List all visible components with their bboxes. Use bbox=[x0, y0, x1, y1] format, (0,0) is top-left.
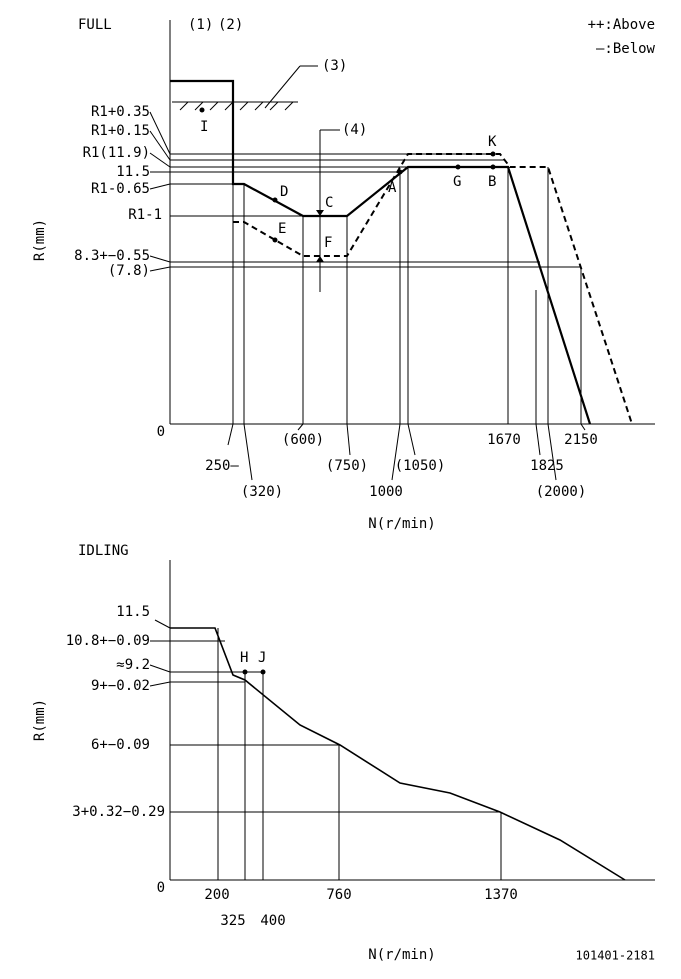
point: F bbox=[324, 235, 332, 251]
ref: (3) bbox=[322, 58, 347, 74]
y-label: 9+−0.02 bbox=[91, 678, 150, 694]
axis-title: N(r/min) bbox=[368, 516, 435, 532]
frame-lines bbox=[149, 20, 655, 881]
ref: (1) bbox=[188, 17, 213, 33]
axis-title: R(mm) bbox=[32, 699, 48, 741]
y-label: 6+−0.09 bbox=[91, 737, 150, 753]
x-label: (600) bbox=[282, 432, 324, 448]
x-label: (320) bbox=[241, 484, 283, 500]
x-label: 325 bbox=[220, 913, 245, 929]
axis-title: N(r/min) bbox=[368, 947, 435, 963]
y-label: 11.5 bbox=[116, 164, 150, 180]
y-label: R1+0.15 bbox=[91, 123, 150, 139]
x-label: 1000 bbox=[369, 484, 403, 500]
point: E bbox=[278, 221, 286, 237]
y-label: R1-0.65 bbox=[91, 181, 150, 197]
x-label: 2150 bbox=[564, 432, 598, 448]
legend: —:Below bbox=[596, 41, 656, 57]
y-label: 0 bbox=[157, 880, 165, 896]
x-label: 1370 bbox=[484, 887, 518, 903]
point: A bbox=[388, 180, 397, 196]
y-label: ≈9.2 bbox=[116, 657, 150, 673]
point: J bbox=[258, 650, 266, 666]
x-label: (1050) bbox=[395, 458, 446, 474]
point: D bbox=[280, 184, 288, 200]
idling-curve bbox=[170, 627, 626, 881]
legend: ++:Above bbox=[588, 17, 655, 33]
title: IDLING bbox=[78, 543, 129, 559]
y-label: 0 bbox=[157, 424, 165, 440]
y-labels: R1+0.35 R1+0.15 R1(11.9) 11.5 R1-0.65 R1… bbox=[66, 104, 165, 896]
code: 101401-2181 bbox=[576, 949, 655, 963]
x-label: 200 bbox=[204, 887, 229, 903]
full-curve-dashed bbox=[233, 153, 633, 425]
dots bbox=[199, 107, 496, 675]
y-label: R1+0.35 bbox=[91, 104, 150, 120]
point: B bbox=[488, 174, 496, 190]
y-label: 11.5 bbox=[116, 604, 150, 620]
x-label: 400 bbox=[260, 913, 285, 929]
x-label: 760 bbox=[326, 887, 351, 903]
y-label: R1-1 bbox=[128, 207, 162, 223]
x-label: 250— bbox=[205, 458, 239, 474]
x-labels: 250— (320) (600) (750) 1000 (1050) 1670 … bbox=[204, 432, 598, 963]
x-label: 1825 bbox=[530, 458, 564, 474]
full-curve bbox=[170, 79, 592, 425]
x-label: (750) bbox=[326, 458, 368, 474]
y-label: 8.3+−0.55 bbox=[74, 248, 150, 264]
point: I bbox=[200, 119, 208, 135]
y-label: R1(11.9) bbox=[83, 145, 150, 161]
point: H bbox=[240, 650, 248, 666]
axis-title: R(mm) bbox=[32, 219, 48, 261]
y-label: 3+0.32−0.29 bbox=[72, 804, 165, 820]
x-label: 1670 bbox=[487, 432, 521, 448]
title: FULL bbox=[78, 17, 112, 33]
ref: (4) bbox=[342, 122, 367, 138]
y-label: 10.8+−0.09 bbox=[66, 633, 150, 649]
point: K bbox=[488, 134, 497, 150]
point: C bbox=[325, 195, 333, 211]
y-label: (7.8) bbox=[108, 263, 150, 279]
ref: (2) bbox=[218, 17, 243, 33]
point: G bbox=[453, 174, 461, 190]
x-label: (2000) bbox=[536, 484, 587, 500]
